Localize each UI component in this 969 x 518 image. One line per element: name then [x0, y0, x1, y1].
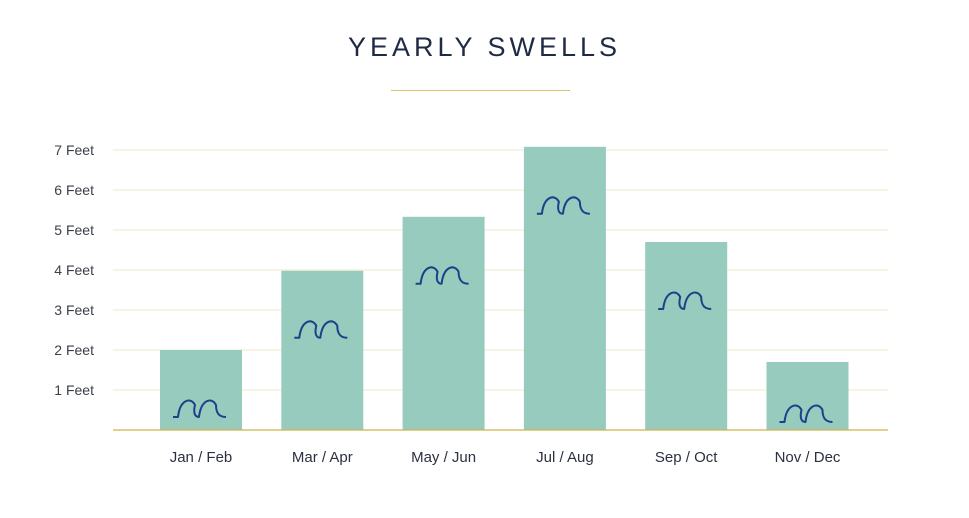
wave-icon — [658, 291, 712, 310]
bar[interactable] — [281, 270, 364, 430]
y-tick-label: 3 Feet — [54, 302, 94, 318]
x-category-label: Jan / Feb — [170, 449, 233, 466]
wave-icon — [415, 266, 469, 285]
bar[interactable] — [402, 216, 485, 430]
bar[interactable] — [523, 146, 606, 431]
y-tick-label: 5 Feet — [54, 222, 94, 238]
bar[interactable] — [160, 350, 242, 430]
y-tick-label: 6 Feet — [54, 182, 94, 198]
chart-title: YEARLY SWELLS — [347, 32, 622, 62]
bar[interactable] — [766, 362, 849, 430]
wave-icon — [536, 196, 590, 215]
bar[interactable] — [645, 242, 728, 430]
x-category-label: Nov / Dec — [775, 449, 841, 466]
x-category-label: Jul / Aug — [536, 449, 594, 466]
wave-icon — [294, 320, 348, 339]
y-tick-label: 1 Feet — [54, 382, 94, 398]
y-tick-label: 7 Feet — [54, 142, 94, 158]
wave-icon — [779, 404, 833, 423]
x-category-label: Sep / Oct — [655, 449, 718, 466]
x-category-label: May / Jun — [411, 449, 476, 466]
title-underline — [391, 90, 570, 91]
y-tick-label: 4 Feet — [54, 262, 94, 278]
wave-icon — [173, 399, 227, 418]
y-tick-label: 2 Feet — [54, 342, 94, 358]
x-category-label: Mar / Apr — [292, 449, 353, 466]
